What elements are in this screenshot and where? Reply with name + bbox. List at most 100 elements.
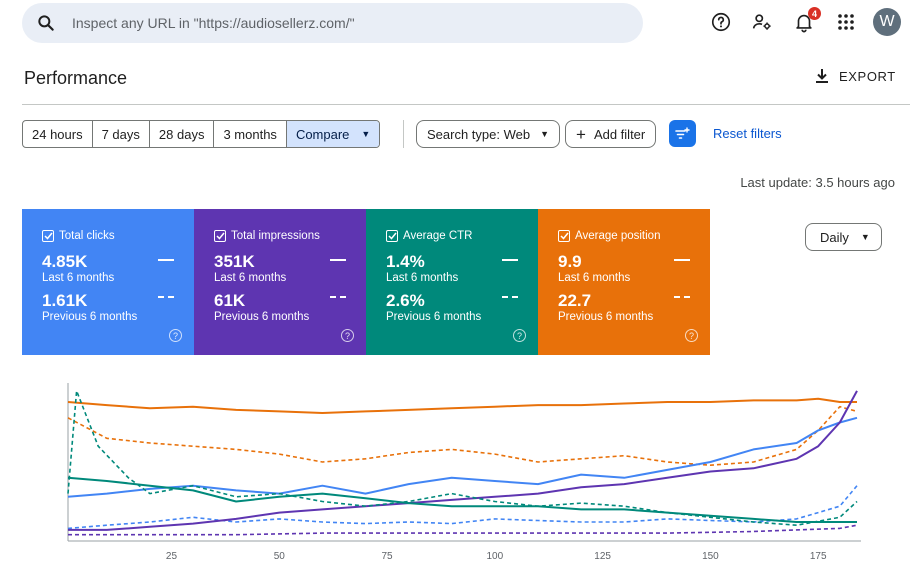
date-range-label: 7 days — [101, 126, 140, 142]
metric-previous-period: Previous 6 months — [42, 311, 138, 323]
export-button[interactable]: EXPORT — [815, 68, 896, 84]
series-line-5 — [68, 390, 858, 531]
x-tick-label: 175 — [810, 551, 827, 562]
metric-card-average-ctr[interactable]: Average CTR 1.4% Last 6 months 2.6% Prev… — [366, 209, 538, 355]
caret-down-icon: ▼ — [540, 129, 550, 139]
date-range-label: 3 months — [223, 126, 277, 142]
solid-line-legend — [330, 259, 346, 261]
performance-line-chart: 25 50 75 100 125 150 175 — [67, 383, 861, 562]
metric-previous-period: Previous 6 months — [386, 311, 482, 323]
checkbox-checked-icon[interactable] — [386, 230, 398, 242]
solid-line-legend — [502, 259, 518, 261]
metric-current-period: Last 6 months — [386, 272, 459, 284]
account-avatar[interactable]: W — [873, 8, 901, 36]
granularity-label: Daily — [820, 229, 849, 245]
metric-current-value: 351K — [214, 252, 255, 271]
manage-users-icon — [752, 14, 771, 30]
help-icon[interactable]: ? — [685, 329, 698, 342]
metric-current-period: Last 6 months — [42, 272, 115, 284]
notifications-button[interactable]: 4 — [792, 7, 821, 34]
metric-current-value: 9.9 — [558, 252, 582, 271]
help-icon[interactable]: ? — [169, 329, 182, 342]
series-line-4 — [67, 485, 858, 530]
toolbar-separator — [403, 120, 404, 148]
series-line-1 — [67, 397, 857, 414]
metric-card-total-clicks[interactable]: Total clicks 4.85K Last 6 months 1.61K P… — [22, 209, 194, 355]
search-icon — [38, 15, 54, 31]
header-divider — [22, 104, 910, 105]
x-tick-label: 100 — [486, 551, 503, 562]
reset-filters-link[interactable]: Reset filters — [713, 126, 782, 141]
date-range-28-days[interactable]: 28 days — [150, 121, 215, 147]
add-filter-button[interactable]: + Add filter — [565, 120, 657, 148]
x-tick-label: 50 — [274, 551, 286, 562]
metric-previous-value: 2.6% — [386, 291, 425, 310]
metric-current-value: 1.4% — [386, 252, 425, 271]
search-type-dropdown[interactable]: Search type: Web ▼ — [416, 120, 561, 148]
performance-chart: 25 50 75 100 125 150 175 — [22, 355, 910, 566]
search-type-label: Search type: Web — [427, 126, 531, 142]
caret-down-icon: ▼ — [860, 232, 870, 242]
metric-current-period: Last 6 months — [214, 272, 287, 284]
url-inspection-search[interactable] — [22, 3, 643, 43]
series-line-7 — [67, 476, 857, 523]
date-range-compare[interactable]: Compare ▼ — [286, 121, 380, 147]
add-filter-label: Add filter — [593, 126, 646, 142]
checkbox-checked-icon[interactable] — [558, 230, 570, 242]
dashed-line-legend — [502, 296, 518, 298]
metric-label: Average CTR — [403, 230, 473, 242]
caret-down-icon: ▼ — [361, 129, 371, 139]
series-line-3 — [67, 416, 858, 498]
metric-previous-value: 61K — [214, 291, 246, 310]
x-tick-label: 150 — [702, 551, 719, 562]
help-icon[interactable]: ? — [513, 329, 526, 342]
metric-card-average-position[interactable]: Average position 9.9 Last 6 months 22.7 … — [538, 209, 710, 355]
metric-current-value: 4.85K — [42, 252, 88, 271]
metric-card-total-impressions[interactable]: Total impressions 351K Last 6 months 61K… — [194, 209, 366, 355]
granularity-dropdown[interactable]: Daily ▼ — [805, 223, 882, 251]
dashed-line-legend — [158, 296, 174, 298]
export-label: EXPORT — [839, 68, 896, 84]
url-inspection-input[interactable] — [72, 15, 592, 31]
date-range-label: Compare — [295, 126, 350, 142]
notifications-badge: 4 — [808, 7, 821, 20]
apps-button[interactable] — [834, 10, 858, 34]
metric-current-period: Last 6 months — [558, 272, 631, 284]
x-tick-label: 75 — [381, 551, 393, 562]
help-icon[interactable]: ? — [341, 329, 354, 342]
notifications-icon — [796, 14, 812, 33]
date-range-label: 24 hours — [32, 126, 83, 142]
download-icon — [816, 69, 828, 83]
series-line-2 — [67, 405, 858, 466]
checkbox-checked-icon[interactable] — [214, 230, 226, 242]
date-range-selector: 24 hours 7 days 28 days 3 months Compare… — [22, 120, 381, 148]
x-tick-label: 25 — [166, 551, 178, 562]
date-range-24-hours[interactable]: 24 hours — [23, 121, 93, 147]
x-tick-label: 125 — [594, 551, 611, 562]
apps-grid-icon — [838, 14, 854, 30]
series-line-6 — [68, 524, 858, 536]
plus-icon: + — [576, 124, 586, 144]
metric-previous-period: Previous 6 months — [214, 311, 310, 323]
solid-line-legend — [674, 259, 690, 261]
date-range-3-months[interactable]: 3 months — [214, 121, 287, 147]
metric-previous-value: 22.7 — [558, 291, 592, 310]
date-range-7-days[interactable]: 7 days — [93, 121, 150, 147]
metric-previous-period: Previous 6 months — [558, 311, 654, 323]
manage-users-button[interactable] — [750, 10, 774, 34]
page-title: Performance — [24, 68, 128, 88]
filter-options-button[interactable] — [669, 120, 696, 147]
dashed-line-legend — [674, 296, 690, 298]
metric-label: Average position — [575, 230, 661, 242]
help-icon — [711, 12, 731, 32]
filter-icon — [675, 127, 690, 139]
last-update-text: Last update: 3.5 hours ago — [740, 175, 895, 190]
metric-label: Total impressions — [231, 230, 320, 242]
solid-line-legend — [158, 259, 174, 261]
dashed-line-legend — [330, 296, 346, 298]
series-line-8 — [67, 390, 858, 526]
metric-previous-value: 1.61K — [42, 291, 88, 310]
help-button[interactable] — [709, 10, 733, 34]
date-range-label: 28 days — [158, 126, 205, 142]
checkbox-checked-icon[interactable] — [42, 230, 54, 242]
